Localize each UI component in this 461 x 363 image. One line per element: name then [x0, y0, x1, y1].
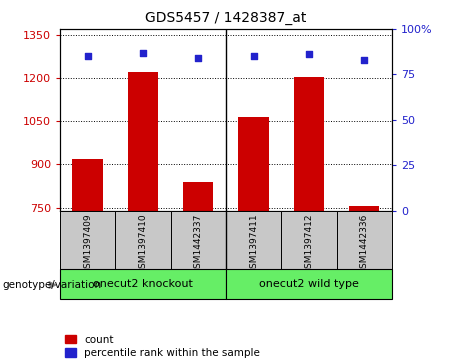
- Point: [84, 53, 91, 59]
- Point: [305, 52, 313, 57]
- Bar: [238, 117, 269, 211]
- Text: GSM1397412: GSM1397412: [304, 213, 313, 274]
- Bar: [294, 77, 324, 211]
- Point: [361, 57, 368, 63]
- Bar: [337, 211, 392, 269]
- Title: GDS5457 / 1428387_at: GDS5457 / 1428387_at: [145, 11, 307, 25]
- Bar: [183, 182, 213, 211]
- Bar: [115, 211, 171, 269]
- Point: [250, 53, 257, 59]
- Text: onecut2 knockout: onecut2 knockout: [93, 279, 193, 289]
- Text: GSM1397410: GSM1397410: [138, 213, 148, 274]
- Bar: [226, 269, 392, 299]
- Bar: [171, 211, 226, 269]
- Bar: [60, 211, 115, 269]
- Bar: [226, 211, 281, 269]
- Text: GSM1397411: GSM1397411: [249, 213, 258, 274]
- Text: onecut2 wild type: onecut2 wild type: [259, 279, 359, 289]
- Bar: [281, 211, 337, 269]
- Text: genotype/variation: genotype/variation: [2, 280, 101, 290]
- Bar: [349, 206, 379, 211]
- Text: GSM1442336: GSM1442336: [360, 213, 369, 274]
- Point: [139, 50, 147, 56]
- Bar: [72, 159, 103, 211]
- Legend: count, percentile rank within the sample: count, percentile rank within the sample: [65, 335, 260, 358]
- Text: GSM1442337: GSM1442337: [194, 213, 203, 274]
- Bar: [60, 269, 226, 299]
- Text: GSM1397409: GSM1397409: [83, 213, 92, 274]
- Point: [195, 55, 202, 61]
- Bar: [128, 72, 158, 211]
